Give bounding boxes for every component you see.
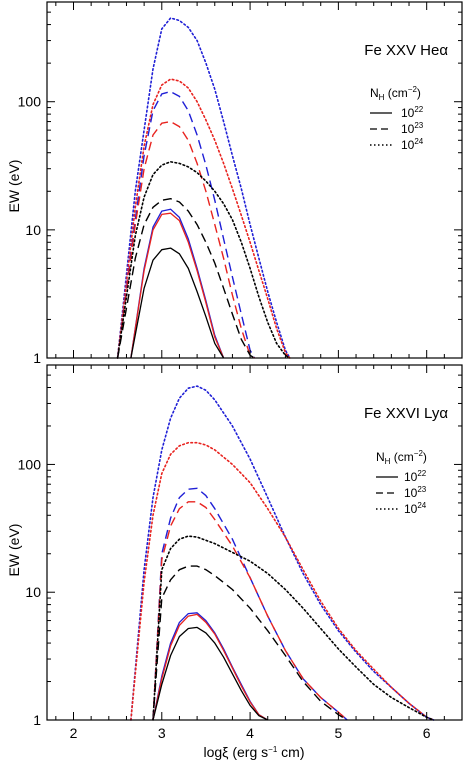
y-tick-label: 100 — [18, 94, 42, 110]
top-panel: 1 10 100 Fe XXV Heα EW (eV) NH (cm−2) 1022… — [6, 1, 463, 366]
x-tick-label: 3 — [158, 725, 166, 741]
series-line-dashed-2 — [116, 90, 256, 359]
x-tick-label: 2 — [70, 725, 78, 741]
y-tick-label: 1 — [33, 712, 41, 728]
bottom-y-axis-label: EW (eV) — [6, 524, 22, 577]
series-line-solid-7 — [130, 212, 225, 359]
series-line-dotted-0 — [116, 17, 291, 359]
plot-area: 1 10 100 — [18, 1, 463, 366]
series-line-dashed-3 — [116, 120, 255, 359]
top-y-axis-label: EW (eV) — [6, 160, 22, 213]
series-line-dashed-3 — [152, 501, 348, 721]
series-line-dotted-1 — [116, 78, 291, 359]
series-line-solid-6 — [130, 208, 225, 359]
series-line-dotted-1 — [130, 441, 435, 721]
y-tick-label: 100 — [18, 456, 42, 472]
bottom-legend-title: NH (cm−2) — [376, 449, 427, 466]
plot-frame — [46, 364, 463, 721]
series-line-solid-8 — [130, 247, 225, 359]
series-line-dashed-5 — [152, 565, 348, 721]
top-legend-title: NH (cm−2) — [370, 85, 421, 102]
y-tick-label: 1 — [33, 350, 41, 366]
series-line-solid-8 — [152, 626, 268, 721]
top-legend: 1022 1023 1024 — [370, 105, 424, 152]
bottom-legend-entry-1e22: 1022 — [404, 469, 427, 484]
series-line-dotted-4 — [116, 161, 291, 359]
bottom-legend-entry-1e23: 1023 — [404, 485, 427, 500]
bottom-panel: 2 3 4 5 6 1 10 100 Fe XXVI Lyα EW (eV) NH (cm−2… — [6, 364, 463, 760]
bottom-panel-title: Fe XXVI Lyα — [364, 405, 448, 422]
y-tick-label: 10 — [25, 222, 41, 238]
y-tick-label: 10 — [25, 584, 41, 600]
top-legend-entry-1e23: 1023 — [401, 121, 424, 136]
plot-frame — [46, 1, 463, 359]
series-line-dotted-0 — [130, 385, 435, 721]
top-legend-entry-1e22: 1022 — [401, 105, 424, 120]
series-line-solid-7 — [152, 613, 269, 721]
top-legend-entry-1e24: 1024 — [401, 137, 424, 152]
top-panel-title: Fe XXV Heα — [364, 42, 448, 59]
series-line-dotted-4 — [152, 535, 435, 721]
series-line-dashed-2 — [152, 487, 348, 721]
x-tick-label: 4 — [246, 725, 254, 741]
bottom-legend: 1022 1023 1024 — [376, 469, 427, 516]
x-tick-label: 6 — [423, 725, 431, 741]
x-axis-label: logξ (erg s−1 cm) — [204, 744, 305, 760]
series-line-dashed-5 — [116, 198, 255, 359]
plot-area: 2 3 4 5 6 1 10 100 — [18, 364, 463, 741]
bottom-legend-entry-1e24: 1024 — [404, 501, 427, 516]
x-tick-label: 5 — [334, 725, 342, 741]
